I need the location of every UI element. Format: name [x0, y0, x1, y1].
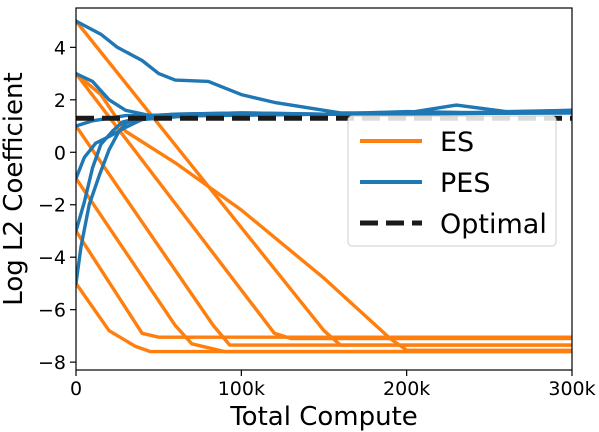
- y-axis-title: Log L2 Coefficient: [0, 72, 29, 305]
- x-tick-label: 0: [70, 378, 82, 400]
- legend-label-pes: PES: [440, 168, 490, 199]
- legend-label-optimal: Optimal: [440, 209, 547, 240]
- legend-label-es: ES: [440, 127, 474, 158]
- x-tick-label: 100k: [218, 378, 265, 400]
- x-axis-title: Total Compute: [229, 402, 418, 432]
- legend: ES PES Optimal: [347, 115, 557, 247]
- y-tick-label: −6: [38, 300, 66, 322]
- x-tick-label: 200k: [383, 378, 430, 400]
- es-series-line-2: [76, 176, 572, 354]
- legend-box: [347, 115, 557, 247]
- y-tick-label: 0: [54, 142, 66, 164]
- y-tick-label: 4: [54, 37, 66, 59]
- plot-frame: [75, 7, 573, 371]
- series-layer: [76, 19, 572, 354]
- y-tick-label: −2: [38, 195, 66, 217]
- es-series-line-6: [76, 71, 572, 352]
- y-tick-label: −8: [38, 352, 66, 374]
- x-tick-label: 300k: [548, 378, 595, 400]
- es-series-line-1: [76, 229, 572, 339]
- es-series-line-5: [76, 19, 572, 347]
- es-series-line-4: [76, 71, 572, 341]
- y-tick-label: −4: [38, 247, 66, 269]
- es-series-line-0: [76, 281, 572, 354]
- tick-layer: 0 100k 200k 300k 4 2 0 −2 −4 −6 −8: [38, 37, 596, 400]
- pes-series-line-11: [76, 71, 572, 118]
- y-tick-label: 2: [54, 90, 66, 112]
- pes-series-line-12: [76, 19, 572, 115]
